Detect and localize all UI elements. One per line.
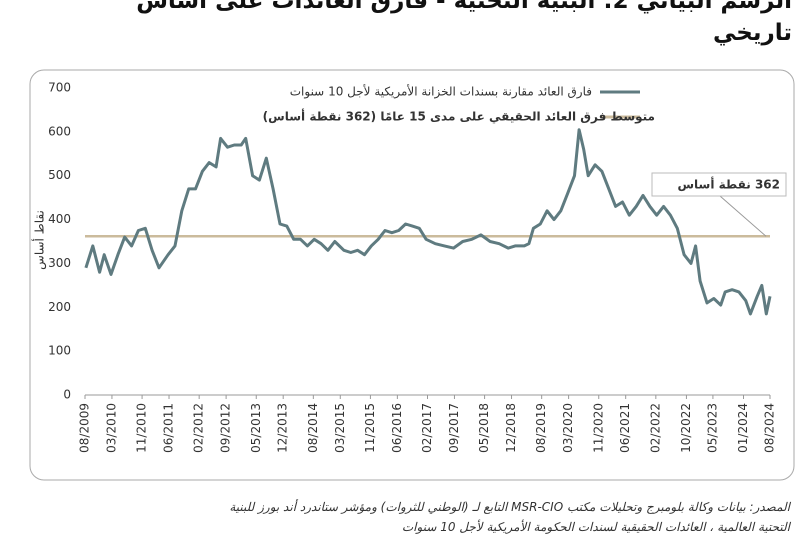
x-tick-label: 11/2020 <box>591 403 605 453</box>
annotation-label: 362 نقطة أساس <box>677 177 780 192</box>
source: التحتية العالمية ، العائدات الحقيقية لسن… <box>401 520 790 534</box>
y-tick-label: 600 <box>48 124 71 138</box>
y-axis-label: نقاط أساس <box>32 210 48 270</box>
x-tick-label: 05/2023 <box>705 403 719 453</box>
x-tick-label: 12/2018 <box>504 403 518 453</box>
chart-frame <box>29 69 795 481</box>
y-tick-label: 300 <box>48 256 71 270</box>
x-tick-label: 02/2012 <box>192 403 206 453</box>
title: الرسم البياني 2: البنية التحتية - فارق ا… <box>136 0 792 14</box>
x-tick-label: 02/2017 <box>420 403 434 453</box>
x-tick-label: 05/2018 <box>477 403 491 453</box>
y-tick-label: 700 <box>48 81 71 95</box>
chart: نقاط أساس 0 100 200 300 400 500 600 700 08/2009 0… <box>29 69 795 481</box>
annotation-box <box>651 172 787 197</box>
x-tick-label: 09/2012 <box>219 403 233 453</box>
legend-label: فارق العائد مقارنة بسندات الخزانة الأمري… <box>290 84 592 100</box>
x-tick-label: 03/2020 <box>561 403 575 453</box>
x-tick-label: 09/2017 <box>447 403 461 453</box>
x-tick-label: 11/2010 <box>135 403 149 453</box>
x-tick-label: 03/2010 <box>104 403 118 453</box>
title: تاريخي <box>713 20 792 46</box>
y-tick-label: 0 <box>63 388 71 402</box>
x-tick-label: 08/2024 <box>763 403 777 453</box>
legend-label: متوسط فرق العائد الحقيقي على مدى 15 عامً… <box>263 109 655 125</box>
y-tick-label: 400 <box>48 212 71 226</box>
x-tick-label: 08/2009 <box>78 403 92 453</box>
x-tick-label: 11/2015 <box>363 403 377 453</box>
series-line <box>84 128 772 316</box>
x-tick-label: 05/2013 <box>249 403 263 453</box>
y-tick-label: 500 <box>48 168 71 182</box>
x-tick-label: 06/2021 <box>618 403 632 453</box>
x-tick-label: 10/2022 <box>679 403 693 453</box>
x-tick-label: 06/2011 <box>162 403 176 453</box>
source: المصدر: بيانات وكالة بلومبرج وتحليلات مك… <box>229 500 790 514</box>
y-tick-label: 100 <box>48 344 71 358</box>
x-tick-label: 06/2016 <box>390 403 404 453</box>
annotation-leader <box>719 195 767 237</box>
x-tick-label: 01/2024 <box>736 403 750 453</box>
x-tick-label: 08/2019 <box>534 403 548 453</box>
x-tick-label: 03/2015 <box>333 403 347 453</box>
x-tick-label: 02/2022 <box>648 403 662 453</box>
y-tick-label: 200 <box>48 300 71 314</box>
x-tick-label: 12/2013 <box>276 403 290 453</box>
x-tick-label: 08/2014 <box>306 403 320 453</box>
